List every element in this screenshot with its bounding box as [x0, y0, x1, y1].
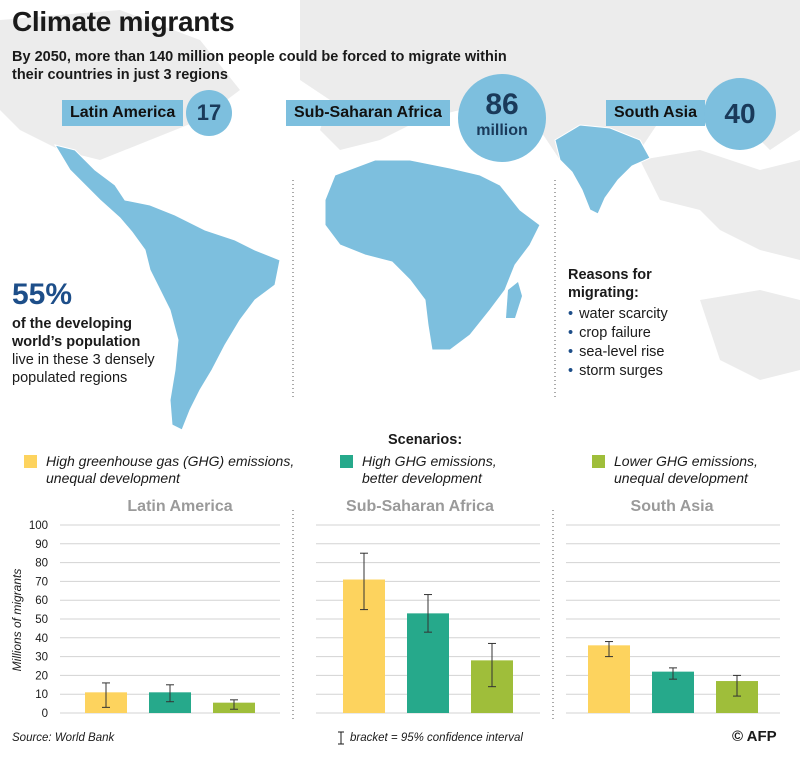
- source-note: Source: World Bank: [12, 732, 115, 744]
- legend-swatch-high-ghg-better: [340, 455, 353, 468]
- region-label-latin-america: Latin America: [62, 100, 184, 126]
- y-tick-label: 30: [35, 652, 48, 664]
- bg-landmass-asia-east: [640, 150, 800, 260]
- region-label-sub-saharan-africa: Sub-Saharan Africa: [286, 100, 450, 126]
- legend-line: better development: [362, 470, 482, 486]
- reason-label: water scarcity: [579, 306, 668, 322]
- legend-swatch-high-ghg-unequal: [24, 455, 37, 468]
- bullet-icon: •: [568, 363, 574, 379]
- madagascar-shape: [506, 282, 522, 318]
- latin-america-shape: [53, 144, 281, 431]
- legend-line: High GHG emissions,: [362, 453, 497, 469]
- region-value-unit: million: [476, 122, 528, 139]
- reason-item: • sea-level rise: [568, 344, 665, 360]
- y-tick-label: 40: [35, 633, 48, 645]
- y-tick-label: 80: [35, 558, 48, 570]
- y-tick-label: 70: [35, 576, 48, 588]
- y-tick-label: 50: [35, 614, 48, 626]
- bullet-icon: •: [568, 325, 574, 341]
- legend-item-high-ghg-unequal: High greenhouse gas (GHG) emissions, une…: [46, 453, 294, 487]
- stat-line-1: of the developing: [12, 316, 133, 332]
- region-value-sub-saharan-africa: 86 million: [458, 74, 546, 162]
- afp-logo: © AFP: [732, 728, 777, 745]
- bg-landmass-europe-asia: [300, 0, 800, 170]
- population-share-value: 55%: [12, 278, 73, 311]
- legend-line: unequal development: [614, 470, 748, 486]
- y-tick-label: 0: [42, 708, 48, 720]
- reason-item: • crop failure: [568, 325, 651, 341]
- y-tick-label: 60: [35, 595, 48, 607]
- bullet-icon: •: [568, 344, 574, 360]
- legend-line: unequal development: [46, 470, 180, 486]
- legend-item-lower-ghg-unequal: Lower GHG emissions, unequal development: [614, 453, 758, 487]
- africa-shape: [324, 159, 541, 351]
- stat-line-3: live in these 3 densely: [12, 352, 155, 368]
- bracket-note: bracket = 95% confidence interval: [350, 732, 523, 744]
- y-tick-label: 90: [35, 539, 48, 551]
- south-asia-shape: [554, 124, 651, 215]
- reason-item: • storm surges: [568, 363, 663, 379]
- reasons-title: Reasons for migrating:: [568, 267, 652, 301]
- bar-chart: 0 10 20 30 40 50 60 70 80 90 100 Millions of migra…: [10, 520, 780, 720]
- region-label-south-asia: South Asia: [606, 100, 705, 126]
- stat-line-2: world’s population: [12, 334, 141, 350]
- panel-title-sub-saharan-africa: Sub-Saharan Africa: [346, 498, 494, 515]
- bullet-icon: •: [568, 306, 574, 322]
- scenarios-title: Scenarios:: [388, 432, 463, 448]
- page-title: Climate migrants: [12, 6, 235, 37]
- reason-label: crop failure: [579, 325, 651, 341]
- legend-line: High greenhouse gas (GHG) emissions,: [46, 453, 295, 469]
- reason-item: • water scarcity: [568, 306, 668, 322]
- reason-label: storm surges: [579, 363, 663, 379]
- legend-swatch-lower-ghg-unequal: [592, 455, 605, 468]
- legend-line: Lower GHG emissions,: [614, 453, 758, 469]
- panel-title-south-asia: South Asia: [630, 498, 714, 515]
- legend-item-high-ghg-better: High GHG emissions, better development: [362, 453, 497, 487]
- bar: [149, 692, 191, 713]
- page-subtitle: By 2050, more than 140 million people co…: [12, 49, 507, 83]
- region-value-latin-america: 17: [186, 90, 232, 136]
- stat-line-4: populated regions: [12, 370, 128, 386]
- bracket-icon: [338, 731, 344, 745]
- panel-title-latin-america: Latin America: [127, 498, 233, 515]
- y-tick-label: 10: [35, 689, 48, 701]
- region-value-south-asia: 40: [704, 78, 776, 150]
- reason-label: sea-level rise: [579, 344, 665, 360]
- bg-landmass-australia: [700, 290, 800, 380]
- region-value-number: 86: [485, 88, 519, 121]
- y-axis-label: Millions of migrants: [10, 569, 24, 672]
- y-tick-label: 100: [29, 520, 48, 532]
- y-tick-label: 20: [35, 670, 48, 682]
